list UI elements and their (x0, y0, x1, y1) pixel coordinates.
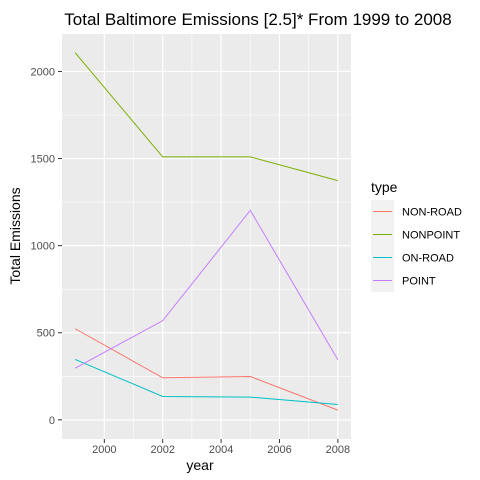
series-line-on-road (74, 358, 338, 405)
chart-title: Total Baltimore Emissions [2.5]* From 19… (64, 10, 451, 29)
legend: type NON-ROAD NONPOINT ON-ROAD POINT (371, 179, 462, 292)
y-tick-label: 0 (49, 415, 55, 427)
legend-item-on-road: ON-ROAD (371, 246, 454, 269)
plot-panel (62, 34, 351, 439)
series-line-non-road (74, 328, 339, 411)
y-tick-label: 1000 (31, 241, 55, 253)
y-tick-label: 500 (37, 328, 55, 340)
legend-label: NONPOINT (402, 230, 460, 242)
legend-label: NON-ROAD (402, 207, 462, 219)
x-tick-label: 2006 (267, 444, 291, 456)
y-tick-label: 2000 (31, 66, 55, 78)
legend-title: type (371, 179, 398, 195)
x-axis-title: year (186, 457, 214, 473)
y-axis-title: Total Emissions (7, 187, 23, 284)
x-tick-label: 2000 (92, 444, 116, 456)
major-gridlines (62, 34, 351, 439)
x-tick-label: 2004 (209, 444, 233, 456)
legend-item-point: POINT (371, 269, 436, 292)
legend-label: POINT (402, 276, 436, 288)
x-axis-ticks: 2000 2002 2004 2006 2008 (92, 439, 350, 456)
series-lines (74, 52, 339, 411)
series-line-point (74, 209, 339, 369)
series-line-nonpoint (74, 52, 338, 182)
y-tick-label: 1500 (31, 154, 55, 166)
y-axis-ticks: 0 500 1000 1500 2000 (31, 66, 62, 427)
x-tick-label: 2002 (150, 444, 174, 456)
legend-label: ON-ROAD (402, 253, 454, 265)
legend-item-non-road: NON-ROAD (371, 200, 462, 223)
x-tick-label: 2008 (326, 444, 350, 456)
legend-item-nonpoint: NONPOINT (371, 223, 460, 246)
minor-gridlines (62, 34, 351, 439)
